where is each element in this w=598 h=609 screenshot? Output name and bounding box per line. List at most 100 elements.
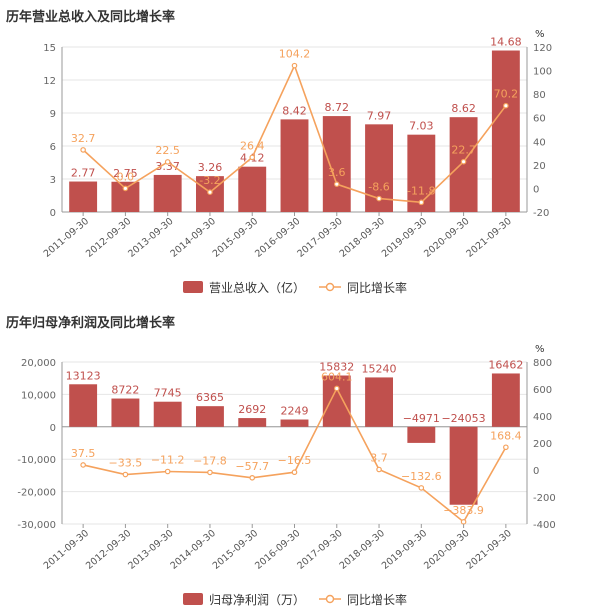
left-axis-tick-label: 9 (50, 109, 56, 120)
bar-value-label: 2692 (238, 403, 266, 416)
bar-value-label: −4971 (403, 412, 440, 425)
left-axis-tick-label: 6 (50, 142, 56, 153)
growth-point (418, 485, 425, 491)
growth-value-label: 3.7 (370, 452, 388, 465)
growth-point (333, 385, 340, 392)
left-axis-tick-label: 20,000 (21, 358, 56, 369)
x-axis-tick-label: 2021-09-30 (464, 528, 513, 572)
bar (69, 181, 98, 212)
revenue-panel: 历年营业总收入及同比增长率 0 3 6 9 12 15 -20 0 20 40 60 80 100 120… (0, 0, 598, 300)
bar (365, 377, 393, 427)
growth-value-label: -8.6 (368, 181, 389, 194)
growth-value-label: −132.6 (401, 470, 442, 483)
legend-bar-swatch (183, 281, 203, 293)
left-axis-tick-label: -30,000 (17, 520, 56, 531)
right-axis-tick-label: -400 (533, 520, 556, 531)
growth-point (122, 185, 129, 192)
bar (322, 116, 351, 212)
chart-title: 历年营业总收入及同比增长率 (6, 10, 176, 25)
growth-point (207, 189, 213, 196)
x-axis-tick-label: 2012-09-30 (84, 528, 133, 572)
legend-line-marker (325, 282, 335, 292)
right-axis-tick-label: 200 (533, 439, 552, 450)
bar (322, 375, 351, 427)
legend-bar-label: 营业总收入（亿） (209, 280, 305, 295)
bar (153, 174, 182, 212)
x-axis-tick-label: 2017-09-30 (295, 528, 344, 572)
right-axis-tick-label: 40 (533, 137, 546, 148)
bar-value-label: 8722 (111, 384, 139, 397)
x-axis-tick-label: 2011-09-30 (42, 216, 91, 260)
bar-value-label: 2249 (281, 405, 309, 418)
x-axis-tick-label: 2016-09-30 (253, 216, 302, 260)
left-axis-tick-label: 0 (50, 208, 56, 219)
profit-panel: 历年归母净利润及同比增长率 -30,000 -20,000 -10,000 0 10,0… (0, 300, 598, 609)
growth-point (291, 469, 298, 476)
x-axis-tick-label: 2018-09-30 (338, 528, 387, 572)
x-axis-tick-label: 2017-09-30 (295, 216, 344, 260)
growth-value-label: 604.1 (321, 370, 353, 383)
growth-value-label: 0.0 (117, 170, 135, 183)
growth-point (376, 466, 382, 473)
left-axis-tick-label: 15 (43, 43, 56, 54)
left-axis-tick-label: 3 (50, 175, 56, 186)
bar (407, 134, 436, 212)
growth-value-label: −17.8 (193, 454, 227, 467)
growth-point (249, 474, 256, 481)
growth-point (503, 444, 509, 451)
bar (69, 384, 98, 427)
right-axis-unit: % (535, 344, 545, 355)
legend-bar-swatch (183, 593, 203, 605)
bar-value-label: 3.26 (198, 161, 223, 174)
bar (407, 426, 436, 443)
growth-point (207, 469, 213, 476)
growth-value-label: -11.8 (407, 184, 435, 197)
left-axis-tick-label: 12 (43, 76, 56, 87)
x-axis-tick-label: 2019-09-30 (380, 528, 429, 572)
legend-line-label: 同比增长率 (347, 280, 407, 295)
bar (111, 398, 140, 427)
right-axis-tick-label: 600 (533, 385, 552, 396)
growth-value-label: 22.7 (451, 144, 476, 157)
bar-value-label: 2.77 (71, 167, 96, 180)
right-axis-tick-label: 0 (533, 466, 539, 477)
bar-value-label: 7.03 (409, 120, 434, 133)
bar (491, 373, 520, 427)
bar (238, 166, 267, 212)
legend-bar-label: 归母净利润（万） (209, 593, 305, 607)
revenue-chart: 0 3 6 9 12 15 -20 0 20 40 60 80 100 120% 2.77 2.75 3.37 3… (42, 29, 552, 295)
growth-value-label: −16.5 (278, 454, 312, 467)
growth-value-label: 70.2 (494, 88, 519, 101)
bar-value-label: 3.37 (155, 160, 180, 173)
right-axis-tick-label: 80 (533, 90, 546, 101)
right-axis-unit: % (535, 29, 545, 40)
bar (196, 406, 224, 427)
growth-value-label: 26.4 (240, 139, 265, 152)
bar (238, 418, 267, 427)
growth-point (376, 195, 382, 202)
right-axis-tick-label: -20 (533, 208, 549, 219)
bar (280, 419, 309, 427)
legend-line-label: 同比增长率 (347, 592, 407, 607)
x-axis-tick-label: 2020-09-30 (422, 528, 471, 572)
x-axis-tick-label: 2021-09-30 (464, 216, 513, 260)
right-axis-tick-label: 100 (533, 67, 552, 78)
bar (153, 401, 182, 427)
x-axis-tick-label: 2014-09-30 (169, 528, 218, 572)
growth-value-label: 32.7 (71, 132, 96, 145)
growth-point (460, 519, 467, 525)
x-axis-tick-label: 2019-09-30 (380, 216, 429, 260)
growth-value-label: 3.6 (328, 166, 346, 179)
left-axis-tick-label: 0 (50, 423, 56, 434)
x-axis-tick-label: 2016-09-30 (253, 528, 302, 572)
profit-chart: -30,000 -20,000 -10,000 0 10,000 20,000 -400 -2… (17, 344, 556, 607)
growth-point (503, 102, 509, 109)
x-axis-tick-label: 2013-09-30 (126, 216, 175, 260)
bar (449, 426, 478, 505)
bar (491, 50, 520, 212)
legend-line-marker (325, 594, 335, 604)
growth-point (291, 62, 298, 69)
growth-point (418, 199, 425, 206)
bar-value-label: 2.75 (113, 167, 138, 180)
bar-value-label: 7745 (154, 387, 182, 400)
